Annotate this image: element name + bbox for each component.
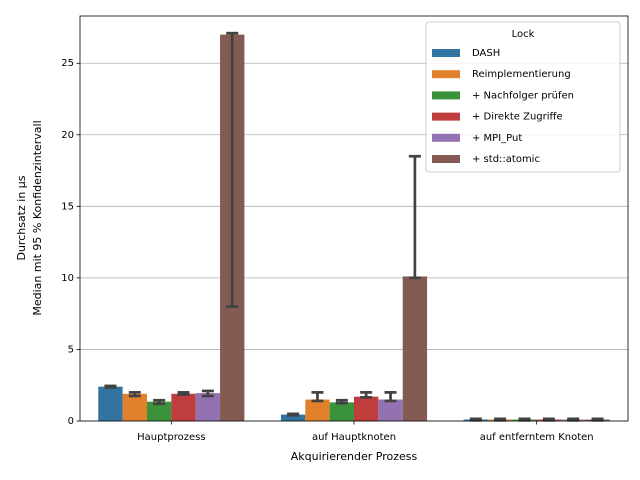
legend-label: + Direkte Zugriffe bbox=[472, 112, 563, 123]
x-tick-label: Hauptprozess bbox=[137, 432, 205, 443]
legend-label: + Nachfolger prüfen bbox=[472, 90, 574, 101]
legend-swatch bbox=[432, 91, 460, 100]
bar bbox=[329, 402, 354, 421]
legend-swatch bbox=[432, 155, 460, 163]
bar bbox=[195, 393, 221, 421]
y-tick-label: 5 bbox=[68, 344, 74, 355]
bar bbox=[402, 276, 428, 421]
y-tick-label: 15 bbox=[61, 201, 74, 212]
legend-title: Lock bbox=[512, 29, 535, 40]
bar bbox=[171, 393, 196, 421]
y-tick-label: 10 bbox=[61, 273, 74, 284]
x-tick-label: auf Hauptknoten bbox=[312, 432, 396, 443]
legend-label: + MPI_Put bbox=[472, 133, 522, 144]
legend-box bbox=[425, 21, 621, 173]
bar bbox=[280, 414, 306, 421]
legend-swatch bbox=[432, 133, 460, 142]
legend: Lock DASH Reimplementierung + Nachfolger pr… bbox=[425, 21, 621, 173]
bar bbox=[122, 393, 147, 421]
bar bbox=[146, 401, 172, 421]
y-axis-label: Durchsatz in µs bbox=[15, 175, 28, 260]
y-axis-label: Median mit 95 % Konfidenzintervall bbox=[31, 120, 44, 315]
x-axis-label: Akquirierender Prozess bbox=[291, 450, 418, 463]
y-tick-label: 0 bbox=[68, 416, 74, 427]
y-tick-label: 20 bbox=[61, 130, 74, 141]
bar bbox=[354, 396, 379, 421]
legend-label: + std::atomic bbox=[472, 154, 540, 165]
plot-frame bbox=[79, 15, 629, 422]
bar bbox=[305, 399, 330, 421]
legend-label: Reimplementierung bbox=[472, 69, 571, 80]
bar bbox=[378, 399, 403, 421]
bar bbox=[98, 386, 123, 421]
legend-swatch bbox=[432, 49, 460, 57]
legend-swatch bbox=[432, 70, 460, 79]
x-tick-label: auf entferntem Knoten bbox=[480, 432, 594, 443]
legend-swatch bbox=[432, 112, 460, 121]
legend-label: DASH bbox=[472, 48, 500, 59]
y-tick-label: 25 bbox=[61, 58, 74, 69]
